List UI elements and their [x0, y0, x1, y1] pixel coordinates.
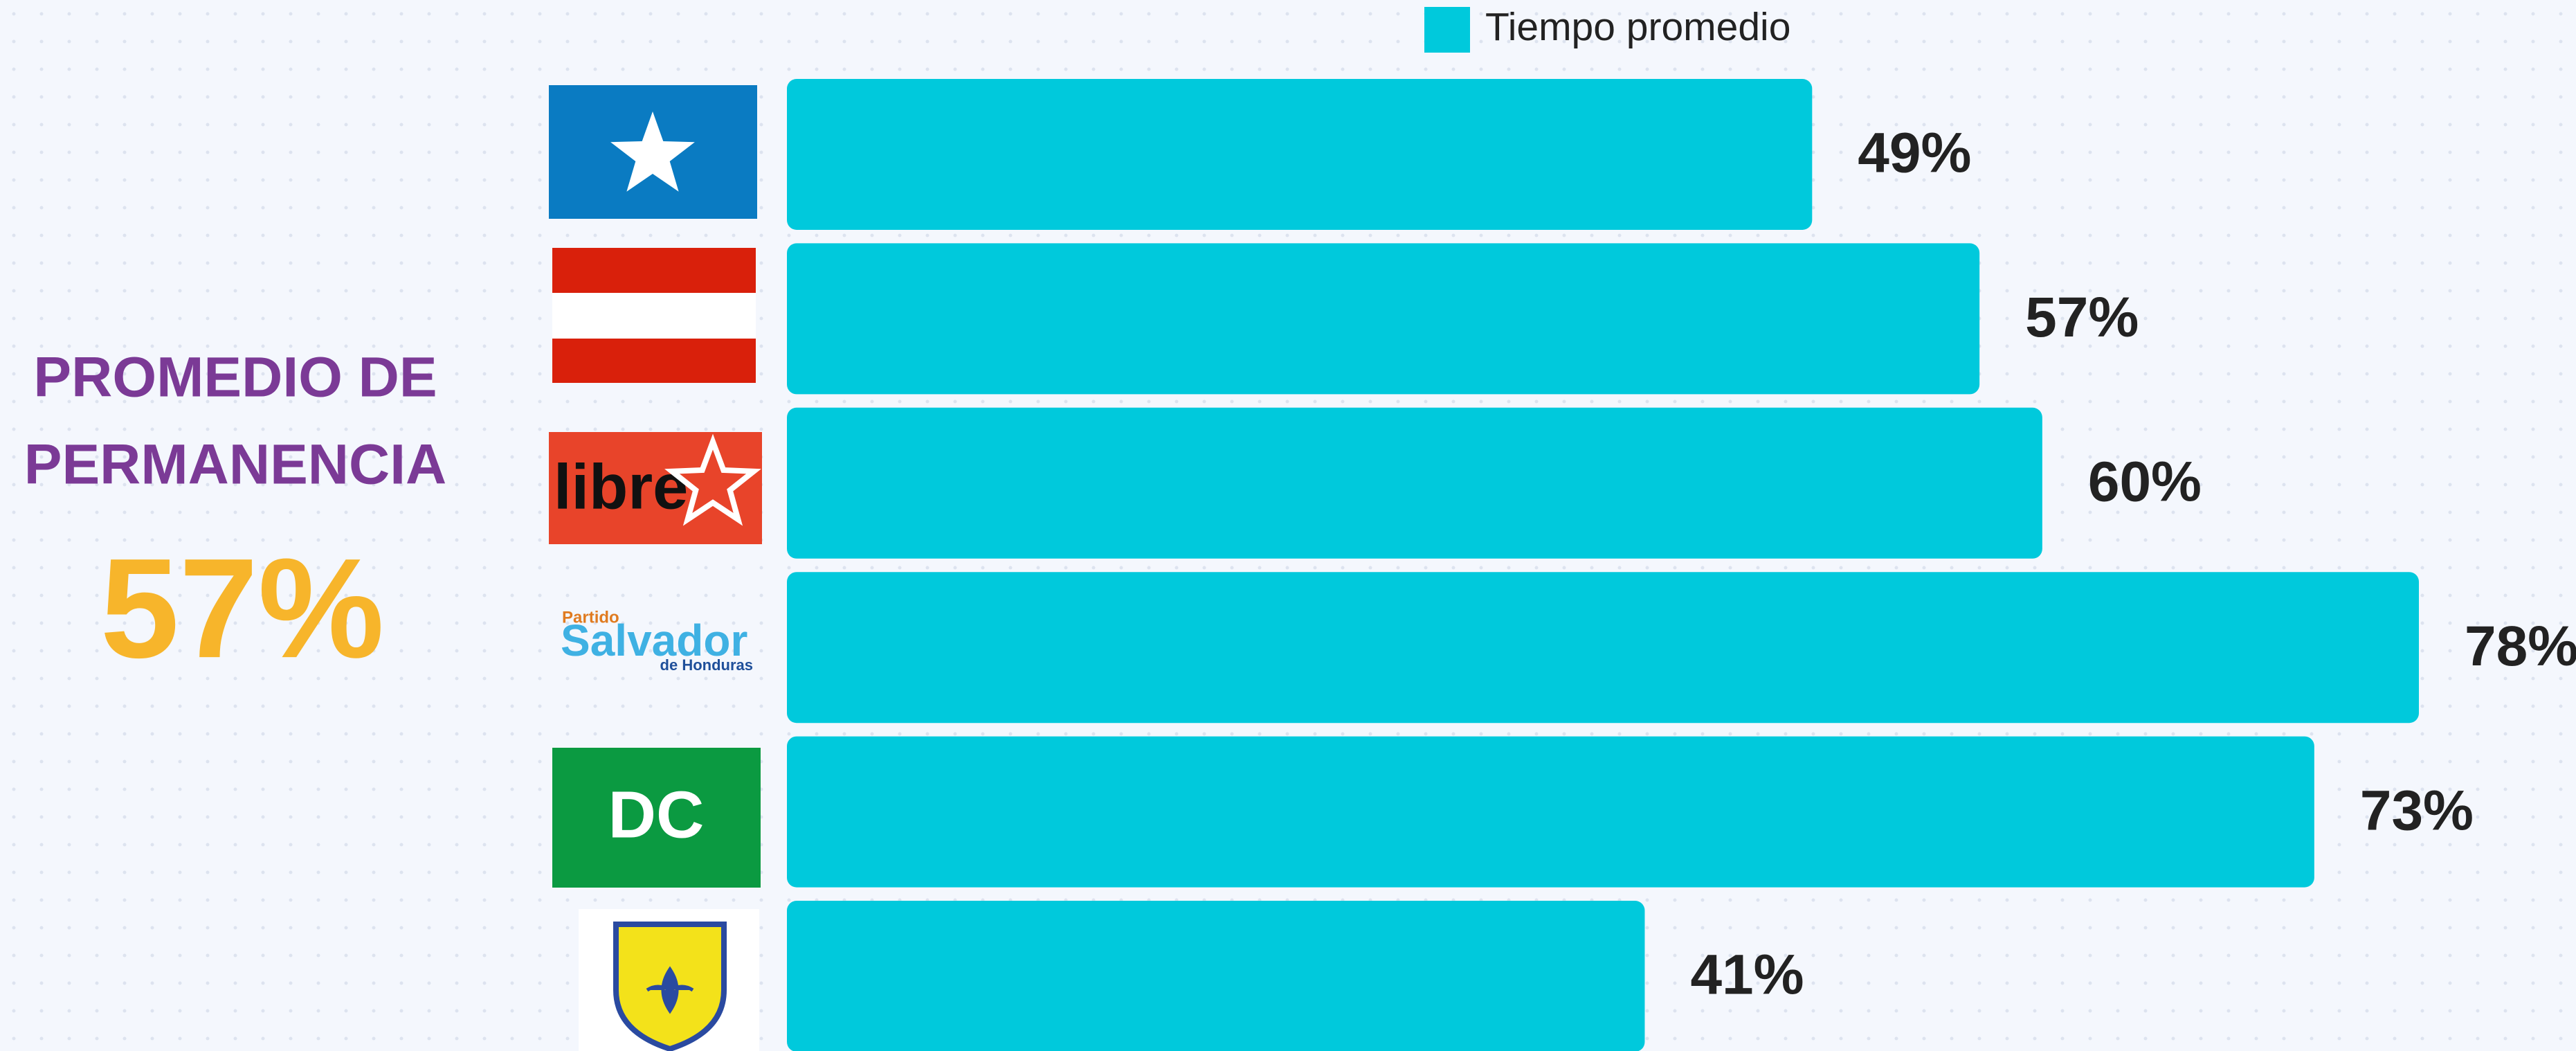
bar — [787, 736, 2314, 888]
logo-stripe — [552, 293, 756, 339]
summary-title: PERMANENCIA — [24, 433, 446, 496]
value-label: 49% — [1858, 122, 1971, 185]
bar — [787, 572, 2419, 724]
value-label: 78% — [2465, 615, 2576, 678]
value-label: 57% — [2025, 286, 2139, 349]
logo-emblem — [646, 966, 694, 1014]
bar — [787, 243, 1980, 395]
logo-stripe — [552, 248, 756, 293]
value-label: 41% — [1690, 944, 1804, 1007]
summary-value: 57% — [100, 529, 384, 688]
logo-6 — [579, 909, 759, 1051]
bar — [787, 901, 1645, 1051]
logo-bg — [552, 748, 761, 888]
value-label: 73% — [2360, 779, 2474, 842]
logo-4: Partido Salvador de Honduras — [561, 608, 753, 673]
value-label: 60% — [2088, 450, 2202, 513]
logo-star — [664, 433, 761, 526]
logo-3: libre — [549, 432, 762, 544]
logo-text: DC — [608, 778, 705, 852]
legend-swatch — [1424, 7, 1470, 53]
logo-1 — [549, 85, 757, 219]
legend-label: Tiempo promedio — [1485, 5, 1790, 49]
logo-5: DC — [552, 748, 761, 888]
logo-text: de Honduras — [660, 656, 753, 674]
logo-2 — [552, 248, 756, 383]
logo-text: Partido — [562, 608, 619, 627]
logo-text: Salvador — [561, 616, 747, 665]
bar — [787, 79, 1813, 230]
logo-text: libre — [554, 451, 688, 522]
bar — [787, 407, 2042, 559]
summary-title: PROMEDIO DE — [33, 346, 437, 409]
logo-stripe — [552, 339, 756, 383]
logo-star — [610, 111, 695, 192]
logo-bg — [549, 432, 762, 544]
